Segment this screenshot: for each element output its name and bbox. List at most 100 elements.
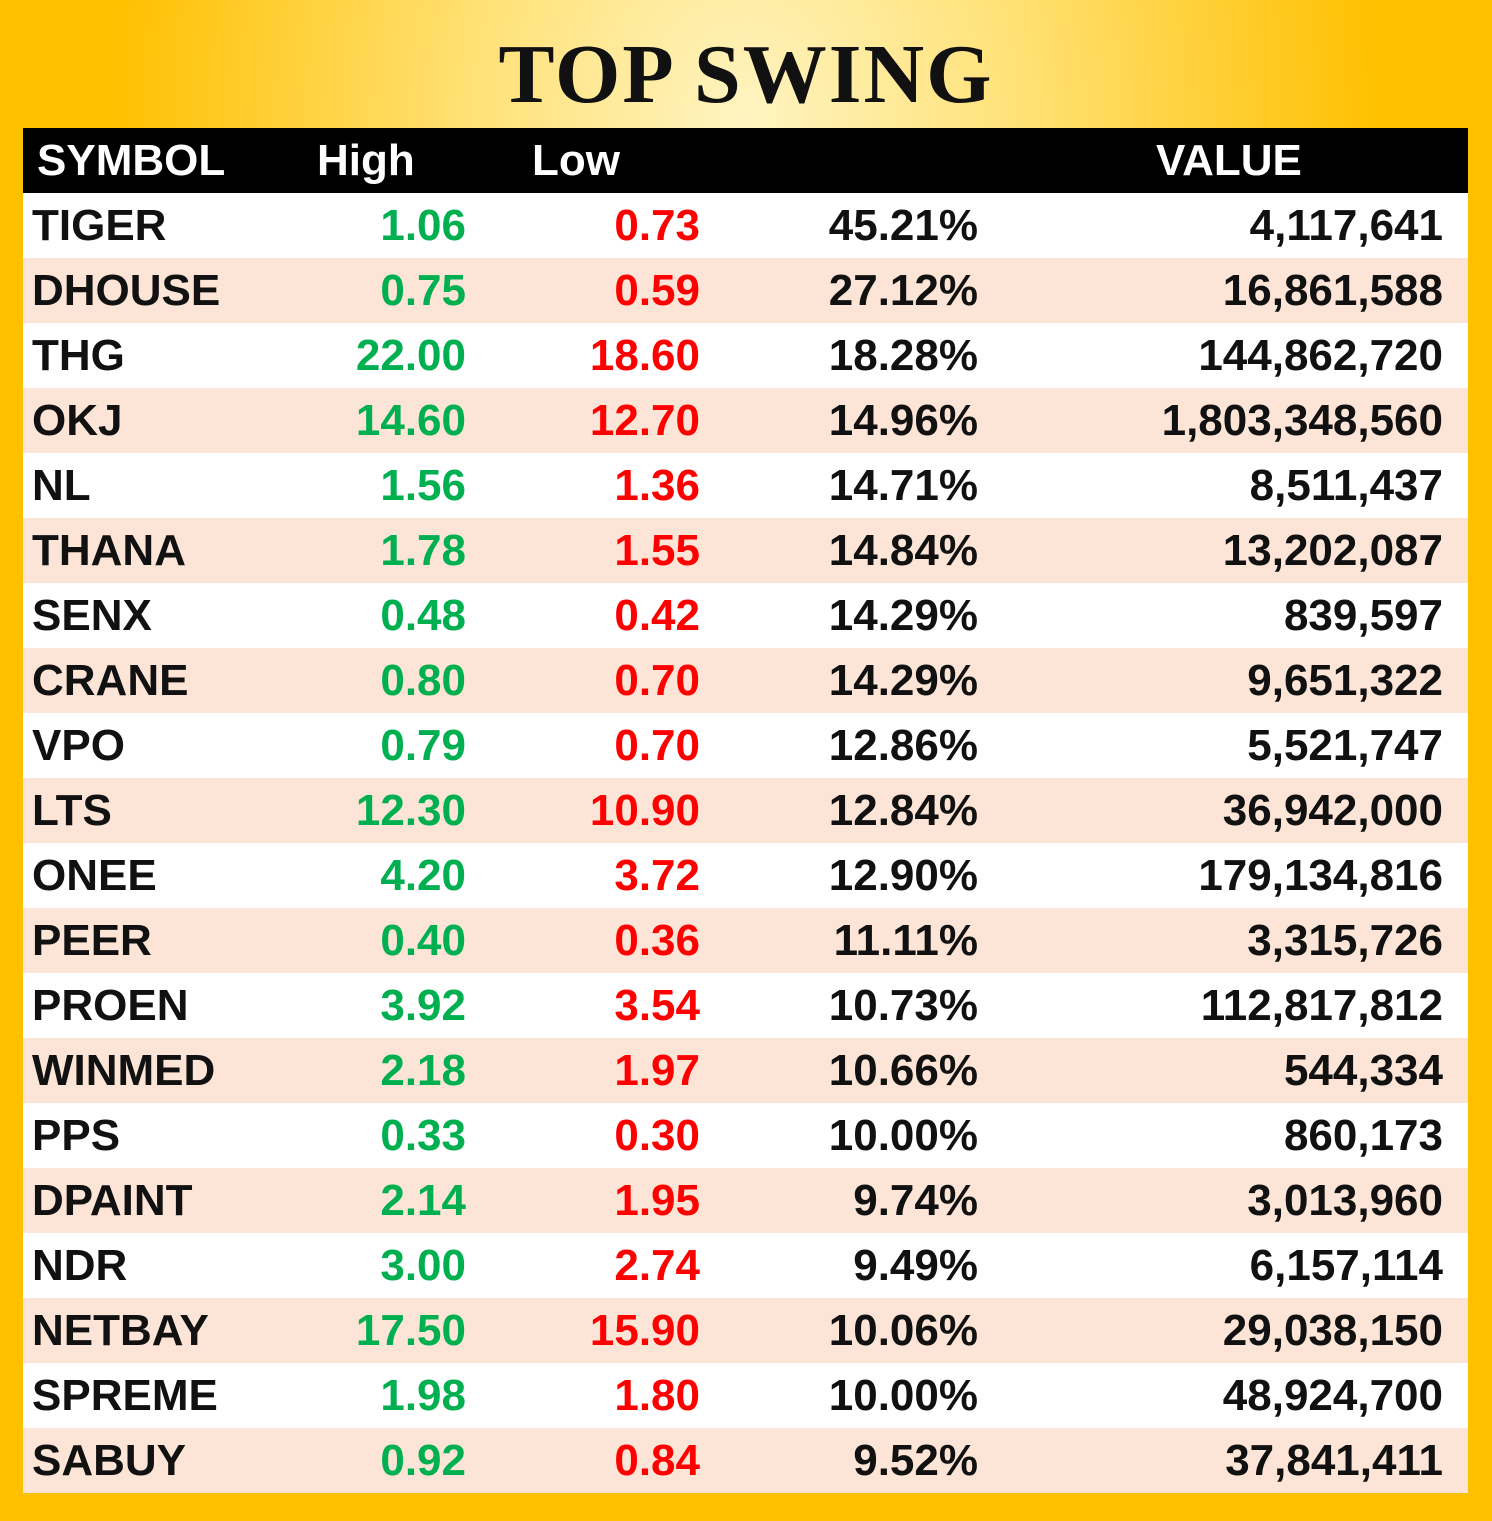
cell-value: 29,038,150 xyxy=(1222,1305,1443,1355)
cell-symbol: NL xyxy=(32,460,91,510)
cell-change: 10.00% xyxy=(828,1370,978,1420)
table-row: NL 1.56 1.36 14.71% 8,511,437 xyxy=(23,453,1468,518)
cell-high: 2.18 xyxy=(380,1045,466,1095)
cell-symbol: DHOUSE xyxy=(32,265,221,315)
cell-high: 0.92 xyxy=(380,1435,466,1485)
cell-change: 9.52% xyxy=(853,1435,978,1485)
cell-symbol: THANA xyxy=(32,525,186,575)
cell-value: 3,013,960 xyxy=(1247,1175,1443,1225)
cell-value: 8,511,437 xyxy=(1249,460,1443,510)
table-row: NETBAY 17.50 15.90 10.06% 29,038,150 xyxy=(23,1298,1468,1363)
column-header-change xyxy=(700,128,978,193)
cell-high: 3.00 xyxy=(380,1240,466,1290)
cell-low: 10.90 xyxy=(589,785,700,835)
table-row: CRANE 0.80 0.70 14.29% 9,651,322 xyxy=(23,648,1468,713)
table-row: SENX 0.48 0.42 14.29% 839,597 xyxy=(23,583,1468,648)
cell-low: 1.36 xyxy=(614,460,700,510)
table-header: SYMBOL High Low VALUE xyxy=(23,128,1468,193)
cell-high: 17.50 xyxy=(355,1305,466,1355)
table-row: OKJ 14.60 12.70 14.96% 1,803,348,560 xyxy=(23,388,1468,453)
cell-high: 1.06 xyxy=(380,200,466,250)
cell-change: 18.28% xyxy=(828,330,978,380)
table-row: NDR 3.00 2.74 9.49% 6,157,114 xyxy=(23,1233,1468,1298)
cell-value: 544,334 xyxy=(1283,1045,1443,1095)
cell-symbol: OKJ xyxy=(32,395,123,445)
cell-high: 0.80 xyxy=(380,655,466,705)
cell-change: 14.29% xyxy=(828,655,978,705)
cell-low: 18.60 xyxy=(589,330,700,380)
cell-high: 1.78 xyxy=(380,525,466,575)
column-header-symbol: SYMBOL xyxy=(37,135,226,185)
cell-change: 11.11% xyxy=(833,915,978,965)
swing-table-container: SYMBOL High Low VALUE TIGER 1.06 0.73 45.21… xyxy=(23,128,1468,1493)
cell-high: 22.00 xyxy=(355,330,466,380)
cell-high: 4.20 xyxy=(380,850,466,900)
table-row: VPO 0.79 0.70 12.86% 5,521,747 xyxy=(23,713,1468,778)
cell-value: 9,651,322 xyxy=(1247,655,1443,705)
cell-change: 12.84% xyxy=(828,785,978,835)
cell-change: 12.86% xyxy=(828,720,978,770)
cell-change: 9.74% xyxy=(853,1175,978,1225)
column-header-low: Low xyxy=(532,135,620,185)
cell-value: 48,924,700 xyxy=(1222,1370,1443,1420)
table-row: WINMED 2.18 1.97 10.66% 544,334 xyxy=(23,1038,1468,1103)
cell-change: 12.90% xyxy=(828,850,978,900)
table-row: THG 22.00 18.60 18.28% 144,862,720 xyxy=(23,323,1468,388)
table-row: LTS 12.30 10.90 12.84% 36,942,000 xyxy=(23,778,1468,843)
cell-value: 6,157,114 xyxy=(1249,1240,1443,1290)
cell-symbol: THG xyxy=(32,330,125,380)
cell-value: 3,315,726 xyxy=(1247,915,1443,965)
table-row: DHOUSE 0.75 0.59 27.12% 16,861,588 xyxy=(23,258,1468,323)
cell-change: 14.84% xyxy=(828,525,978,575)
cell-high: 0.48 xyxy=(380,590,466,640)
cell-value: 16,861,588 xyxy=(1222,265,1443,315)
table-row: DPAINT 2.14 1.95 9.74% 3,013,960 xyxy=(23,1168,1468,1233)
table-row: PPS 0.33 0.30 10.00% 860,173 xyxy=(23,1103,1468,1168)
cell-low: 1.97 xyxy=(614,1045,700,1095)
table-row: THANA 1.78 1.55 14.84% 13,202,087 xyxy=(23,518,1468,583)
cell-symbol: TIGER xyxy=(32,200,167,250)
cell-high: 0.33 xyxy=(380,1110,466,1160)
cell-symbol: NDR xyxy=(32,1240,128,1290)
cell-low: 0.59 xyxy=(614,265,700,315)
cell-low: 3.72 xyxy=(614,850,700,900)
cell-symbol: SENX xyxy=(32,590,152,640)
cell-symbol: PPS xyxy=(32,1110,121,1160)
cell-symbol: PEER xyxy=(32,915,152,965)
swing-table: SYMBOL High Low VALUE TIGER 1.06 0.73 45.21… xyxy=(23,128,1468,1493)
cell-symbol: CRANE xyxy=(32,655,189,705)
cell-value: 144,862,720 xyxy=(1198,330,1443,380)
cell-value: 1,803,348,560 xyxy=(1161,395,1443,445)
column-header-value: VALUE xyxy=(1156,135,1302,185)
cell-change: 10.00% xyxy=(828,1110,978,1160)
cell-change: 10.06% xyxy=(828,1305,978,1355)
cell-low: 1.55 xyxy=(614,525,700,575)
cell-high: 0.40 xyxy=(380,915,466,965)
cell-symbol: SPREME xyxy=(32,1370,218,1420)
header-row: SYMBOL High Low VALUE xyxy=(23,128,1468,193)
cell-symbol: PROEN xyxy=(32,980,189,1030)
cell-low: 1.95 xyxy=(614,1175,700,1225)
cell-symbol: DPAINT xyxy=(32,1175,193,1225)
cell-low: 0.70 xyxy=(614,720,700,770)
table-row: SABUY 0.92 0.84 9.52% 37,841,411 xyxy=(23,1428,1468,1493)
table-row: PEER 0.40 0.36 11.11% 3,315,726 xyxy=(23,908,1468,973)
cell-value: 37,841,411 xyxy=(1225,1435,1443,1485)
cell-low: 0.70 xyxy=(614,655,700,705)
cell-change: 45.21% xyxy=(828,200,978,250)
cell-low: 12.70 xyxy=(589,395,700,445)
table-row: SPREME 1.98 1.80 10.00% 48,924,700 xyxy=(23,1363,1468,1428)
cell-high: 1.98 xyxy=(380,1370,466,1420)
cell-change: 10.73% xyxy=(828,980,978,1030)
cell-symbol: NETBAY xyxy=(32,1305,209,1355)
page-title: TOP SWING xyxy=(498,28,994,121)
cell-change: 14.96% xyxy=(828,395,978,445)
table-row: PROEN 3.92 3.54 10.73% 112,817,812 xyxy=(23,973,1468,1038)
cell-high: 3.92 xyxy=(380,980,466,1030)
cell-value: 36,942,000 xyxy=(1222,785,1443,835)
cell-high: 0.79 xyxy=(380,720,466,770)
cell-change: 14.29% xyxy=(828,590,978,640)
cell-symbol: SABUY xyxy=(32,1435,187,1485)
cell-value: 179,134,816 xyxy=(1198,850,1443,900)
cell-high: 1.56 xyxy=(380,460,466,510)
